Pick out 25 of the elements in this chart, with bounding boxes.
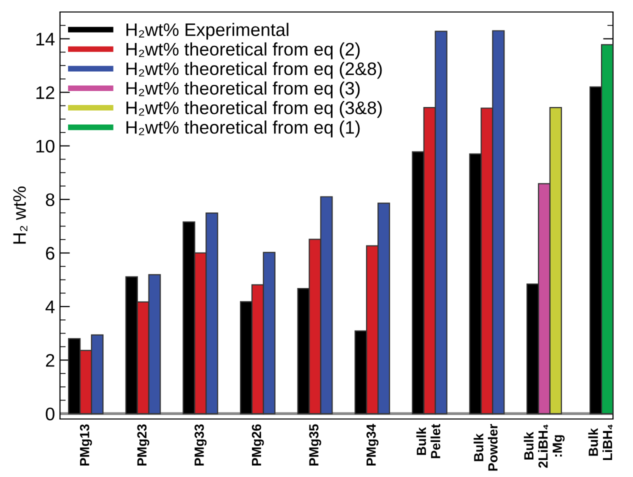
y-axis-title: H₂ wt% — [13, 186, 28, 244]
legend-label: H₂wt% theoretical from eq (2) — [126, 42, 360, 60]
x-tick-label: Bulk Pellet — [416, 424, 440, 458]
x-tick-label: PMg26 — [252, 424, 264, 466]
x-tick-label: Bulk 2LiBH₄ :Mg — [524, 424, 565, 468]
x-tick-label: PMg34 — [366, 424, 378, 466]
x-tick-label: PMg23 — [137, 424, 150, 466]
x-tick-label: Bulk Powder — [474, 424, 498, 471]
x-tick-label: PMg33 — [194, 424, 207, 466]
legend-label: H₂wt% theoretical from eq (3) — [126, 81, 360, 98]
y-tick-label: 2 — [46, 354, 54, 367]
y-tick-label: 0 — [46, 408, 54, 420]
x-tick-label: Bulk LiBH₄ — [588, 424, 612, 460]
legend-label: H₂wt% theoretical from eq (1) — [126, 120, 360, 138]
y-tick-label: 14 — [36, 32, 55, 46]
legend-label: H₂wt% theoretical from eq (2&8) — [126, 62, 382, 79]
y-tick-label: 10 — [36, 140, 54, 153]
legend-label: H₂wt% Experimental — [126, 22, 288, 40]
y-tick-label: 8 — [46, 193, 54, 206]
y-tick-label: 6 — [46, 246, 54, 260]
legend-label: H₂wt% theoretical from eq (3&8) — [126, 100, 382, 118]
x-tick-label: PMg35 — [309, 424, 322, 466]
y-tick-label: 4 — [46, 300, 55, 314]
x-tick-label: PMg13 — [80, 424, 92, 466]
y-tick-label: 12 — [36, 86, 54, 99]
